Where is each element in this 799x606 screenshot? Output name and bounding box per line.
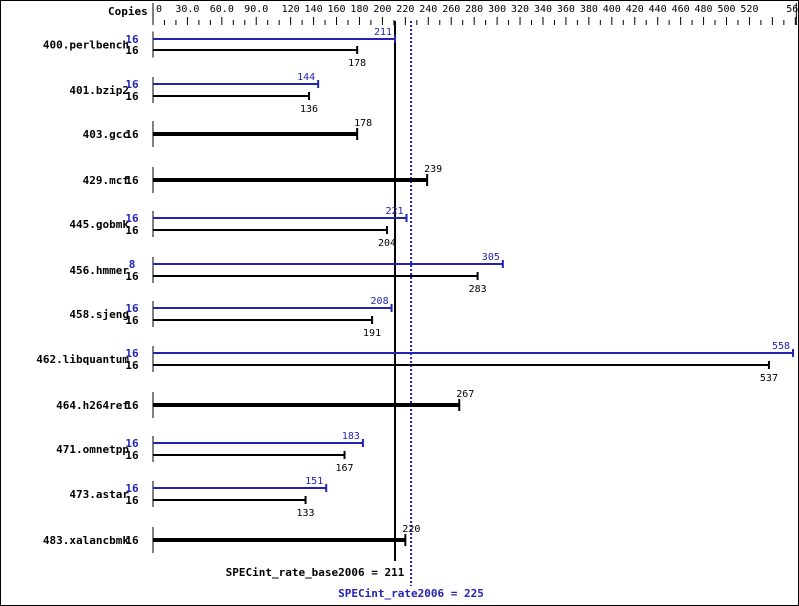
base-copies: 16	[125, 534, 139, 547]
base-value-label: 537	[760, 373, 778, 384]
base-value-label: 283	[469, 284, 487, 295]
tick-label: 320	[511, 4, 529, 15]
peak-copies: 16	[125, 78, 139, 91]
base-value-label: 204	[378, 238, 396, 249]
tick-label: 360	[557, 4, 575, 15]
peak-value-label: 305	[482, 252, 500, 263]
base-copies: 16	[125, 494, 139, 507]
tick-label: 240	[419, 4, 437, 15]
benchmark-label: 401.bzip2	[69, 84, 129, 97]
base-copies: 16	[125, 224, 139, 237]
peak-value-label: 558	[772, 341, 790, 352]
tick-label: 120	[282, 4, 300, 15]
base-mean-label: SPECint_rate_base2006 = 211	[226, 566, 405, 579]
tick-label: 140	[305, 4, 323, 15]
tick-label: 340	[534, 4, 552, 15]
peak-copies: 16	[125, 437, 139, 450]
base-value-label: 178	[354, 118, 372, 129]
base-copies: 16	[125, 270, 139, 283]
benchmark-label: 445.gobmk	[69, 218, 129, 231]
base-value-label: 220	[402, 524, 420, 535]
peak-value-label: 151	[305, 476, 323, 487]
tick-label: 460	[672, 4, 690, 15]
peak-value-label: 144	[297, 72, 315, 83]
peak-copies: 16	[125, 347, 139, 360]
tick-label: 500	[717, 4, 735, 15]
tick-label: 480	[695, 4, 713, 15]
benchmark-label: 456.hmmer	[69, 264, 129, 277]
tick-label: 380	[580, 4, 598, 15]
base-value-label: 191	[363, 328, 381, 339]
tick-label: 520	[740, 4, 758, 15]
base-copies: 16	[125, 314, 139, 327]
tick-label: 60.0	[210, 4, 234, 15]
tick-label: 160	[327, 4, 345, 15]
base-copies: 16	[125, 399, 139, 412]
benchmark-label: 462.libquantum	[36, 353, 129, 366]
tick-label: 560	[786, 4, 798, 15]
copies-header: Copies	[108, 5, 148, 18]
tick-label: 90.0	[244, 4, 268, 15]
base-value-label: 267	[456, 389, 474, 400]
base-copies: 16	[125, 359, 139, 372]
base-value-label: 239	[424, 164, 442, 175]
benchmark-label: 471.omnetpp	[56, 443, 129, 456]
peak-copies: 16	[125, 302, 139, 315]
tick-label: 280	[465, 4, 483, 15]
peak-mean-label: SPECint_rate2006 = 225	[338, 587, 484, 600]
peak-value-label: 221	[385, 206, 403, 217]
base-copies: 16	[125, 128, 139, 141]
base-value-label: 133	[297, 508, 315, 519]
benchmark-label: 473.astar	[69, 488, 129, 501]
base-copies: 16	[125, 449, 139, 462]
tick-label: 260	[442, 4, 460, 15]
benchmark-label: 458.sjeng	[69, 308, 129, 321]
peak-value-label: 208	[371, 296, 389, 307]
tick-label: 180	[350, 4, 368, 15]
base-copies: 16	[125, 44, 139, 57]
tick-label: 0	[156, 4, 162, 15]
benchmark-label: 400.perlbench	[43, 39, 129, 52]
peak-value-label: 211	[374, 27, 392, 38]
benchmark-label: 464.h264ref	[56, 399, 129, 412]
tick-label: 220	[396, 4, 414, 15]
tick-label: 400	[603, 4, 621, 15]
tick-label: 420	[626, 4, 644, 15]
peak-copies: 16	[125, 482, 139, 495]
tick-label: 300	[488, 4, 506, 15]
base-value-label: 167	[336, 463, 354, 474]
base-value-label: 178	[348, 58, 366, 69]
base-copies: 16	[125, 174, 139, 187]
tick-label: 200	[373, 4, 391, 15]
peak-copies: 16	[125, 212, 139, 225]
benchmark-label: 429.mcf	[83, 174, 129, 187]
tick-label: 440	[649, 4, 667, 15]
tick-label: 30.0	[175, 4, 199, 15]
benchmark-label: 403.gcc	[83, 128, 129, 141]
peak-copies: 16	[125, 33, 139, 46]
peak-value-label: 183	[342, 431, 360, 442]
peak-copies: 8	[129, 258, 136, 271]
benchmark-label: 483.xalancbmk	[43, 534, 129, 547]
base-copies: 16	[125, 90, 139, 103]
base-value-label: 136	[300, 104, 318, 115]
